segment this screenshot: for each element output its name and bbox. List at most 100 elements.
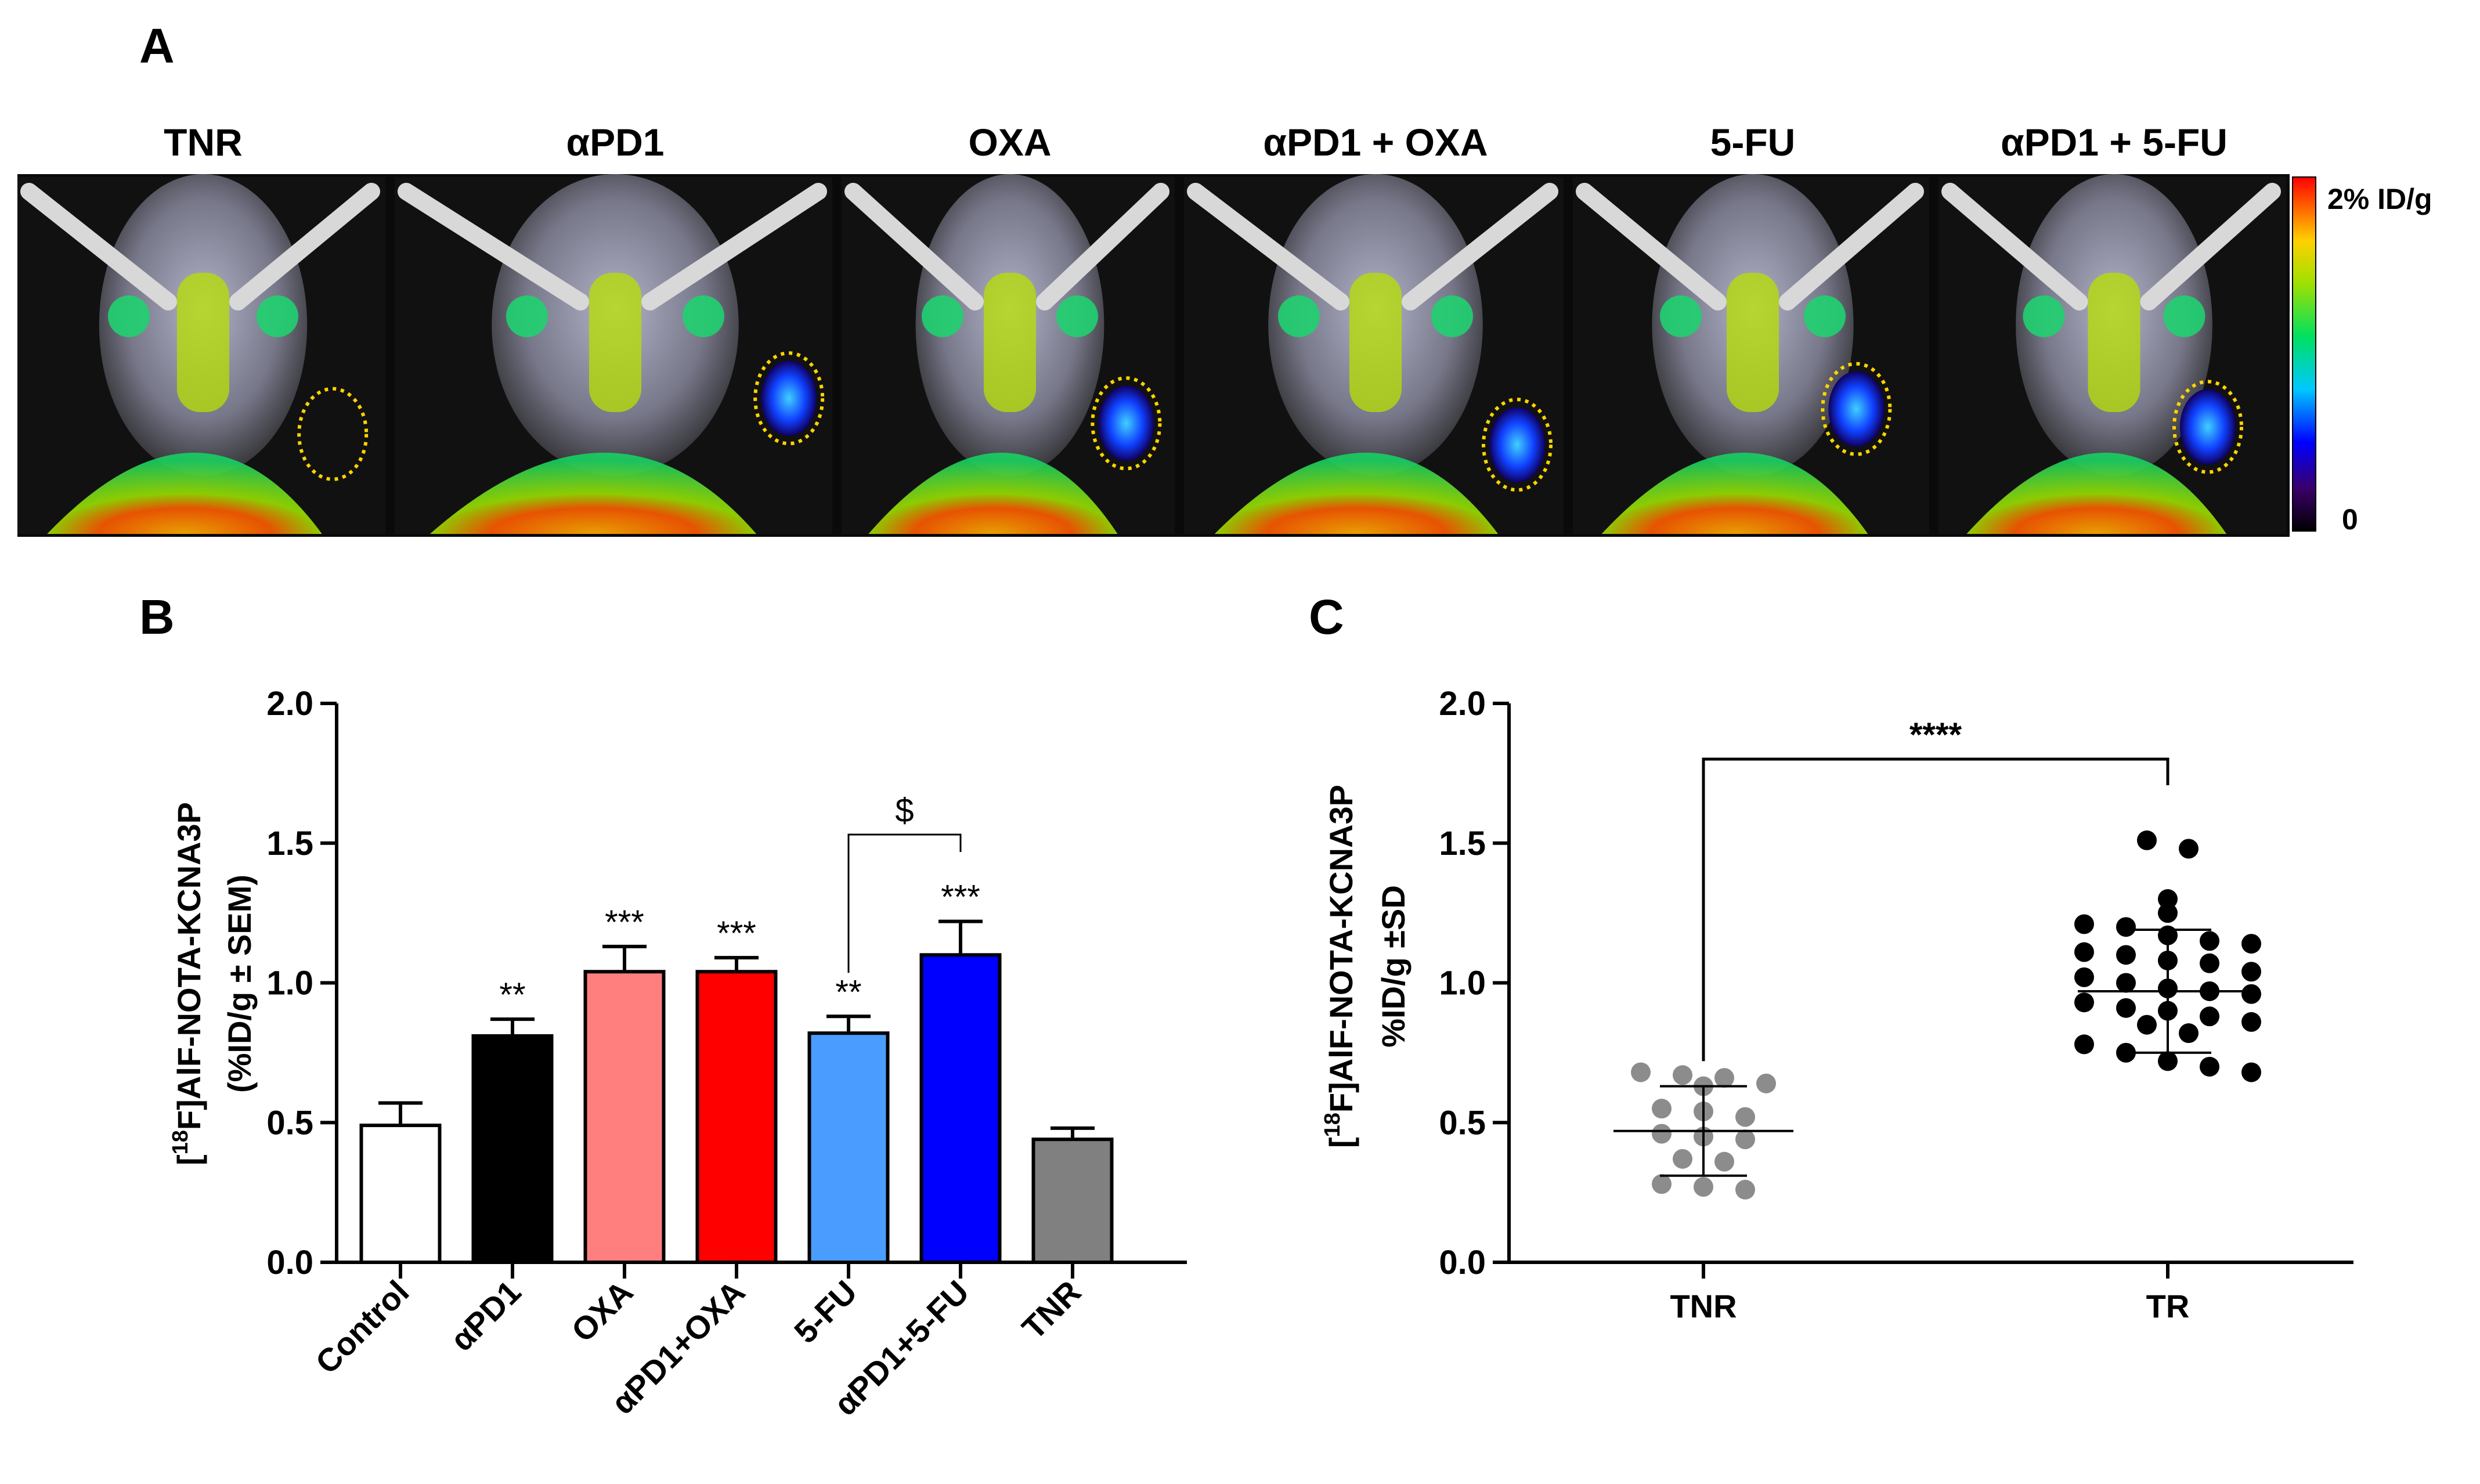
c-point-tnr (1714, 1068, 1734, 1088)
mouse-forelimbs (20, 183, 380, 310)
pet-image-1 (17, 174, 385, 534)
b-y-tick-label: 2.0 (266, 685, 313, 723)
mouse-forelimbs (398, 183, 827, 310)
c-point-tr (2200, 1056, 2219, 1077)
panel-label-c: C (1309, 590, 1344, 644)
b-comparison-bracket (847, 833, 962, 973)
c-point-tr (2241, 962, 2261, 982)
c-comparison-bracket (1702, 757, 2169, 1061)
spine-uptake (177, 273, 229, 412)
chest-uptake (868, 453, 1118, 534)
b-y-label-line1: [18F]AlF-NOTA-KCNA3P (168, 802, 207, 1165)
c-point-tr (2137, 830, 2157, 850)
c-point-tr (2200, 953, 2219, 973)
b-significance: ** (499, 976, 525, 1014)
tumor-outline (753, 351, 825, 446)
b-category-label-5: 5-FU (787, 1273, 864, 1351)
c-point-tr (2179, 839, 2199, 859)
b-bar-1 (359, 1124, 442, 1264)
c-y-tick-label: 1.5 (1439, 825, 1486, 862)
c-point-tr (2074, 967, 2094, 987)
pet-image-strip: TNR αPD1 OXA αPD1 + OXA 5-FU αPD1 + 5-FU (17, 121, 2290, 537)
lymph-node-right (1056, 295, 1098, 337)
lymph-node-right (257, 295, 298, 337)
c-y-tick-label: 1.0 (1439, 965, 1486, 1002)
tumor-uptake (1489, 407, 1545, 483)
c-point-tr (2241, 1012, 2261, 1032)
c-point-tr (2241, 984, 2261, 1004)
image-title-2: αPD1 (566, 121, 665, 164)
c-point-tnr (1673, 1149, 1692, 1169)
c-significance: **** (1909, 716, 1962, 754)
c-y-tick-label: 2.0 (1439, 685, 1486, 723)
spine-uptake (1349, 273, 1402, 412)
c-point-tr (2158, 903, 2178, 923)
spine-uptake (1727, 273, 1779, 412)
lymph-node-left (922, 295, 963, 337)
c-y-tick-label: 0.0 (1439, 1244, 1486, 1281)
c-point-tr (2200, 931, 2219, 951)
panel-label-a: A (139, 19, 175, 73)
tumor-outline (297, 387, 369, 481)
b-bracket-label: $ (895, 792, 914, 829)
pet-image-5 (1573, 174, 1929, 534)
mouse-forelimbs (1941, 183, 2281, 310)
chest-uptake (1601, 453, 1868, 534)
b-y-tick-label: 0.5 (266, 1104, 313, 1142)
c-point-tr (2074, 992, 2094, 1013)
c-point-tr (2116, 917, 2136, 937)
c-point-tr (2116, 973, 2136, 993)
bar-chart-b: [18F]AlF-NOTA-KCNA3P (%ID/g ± SEM) 0.0 0.… (168, 685, 1187, 1422)
c-point-tr (2116, 998, 2136, 1018)
b-y-tick-label: 1.5 (266, 825, 313, 862)
c-point-tr (2074, 1034, 2094, 1055)
tumor-uptake (1098, 385, 1154, 461)
b-significance: *** (605, 904, 644, 941)
b-bar-7 (1031, 1138, 1114, 1265)
lymph-node-right (1804, 295, 1846, 337)
colorbar-max-label: 2% ID/g (2327, 183, 2432, 215)
c-point-tnr (1735, 1179, 1755, 1200)
c-point-tnr (1652, 1099, 1672, 1119)
c-point-tr (2074, 914, 2094, 934)
b-category-label-3: OXA (564, 1273, 640, 1349)
c-point-tnr (1756, 1073, 1776, 1093)
lymph-node-left (1278, 295, 1320, 337)
c-point-tr (2137, 1014, 2157, 1035)
spine-uptake (589, 273, 641, 412)
c-category-label-2: TR (2146, 1288, 2190, 1324)
lymph-node-left (108, 295, 150, 337)
image-title-6: αPD1 + 5-FU (2001, 121, 2228, 164)
c-point-tnr (1735, 1129, 1755, 1150)
chest-uptake (1214, 453, 1499, 534)
spine-uptake (2088, 273, 2140, 412)
lymph-node-right (683, 295, 724, 337)
c-y-tick-label: 0.5 (1439, 1104, 1486, 1142)
pet-image-2 (395, 174, 832, 534)
image-title-1: TNR (164, 121, 243, 164)
c-point-tr (2116, 945, 2136, 965)
b-bar-2 (471, 1034, 554, 1264)
c-point-tnr (1631, 1062, 1651, 1082)
lymph-node-left (506, 295, 548, 337)
b-y-tick-label: 0.0 (266, 1244, 313, 1281)
image-title-5: 5-FU (1710, 121, 1796, 164)
lymph-node-left (2023, 295, 2065, 337)
b-y-tick-label: 1.0 (266, 965, 313, 1002)
spine-uptake (984, 273, 1036, 412)
tumor-uptake (761, 360, 817, 436)
mouse-forelimbs (1576, 183, 1924, 310)
c-category-label-1: TNR (1670, 1288, 1737, 1324)
pet-image-3 (842, 174, 1175, 534)
c-point-tr (2200, 1006, 2219, 1027)
c-y-label-line2: %ID/g ±SD (1375, 885, 1412, 1048)
pet-image-6 (1938, 174, 2286, 534)
b-category-label-7: TNR (1015, 1273, 1088, 1346)
c-point-tnr (1652, 1174, 1672, 1194)
chest-uptake (47, 453, 322, 534)
chest-uptake (1966, 453, 2227, 534)
c-point-tnr (1673, 1065, 1692, 1085)
b-category-label-2: αPD1 (443, 1273, 528, 1358)
c-point-tr (2158, 889, 2178, 909)
